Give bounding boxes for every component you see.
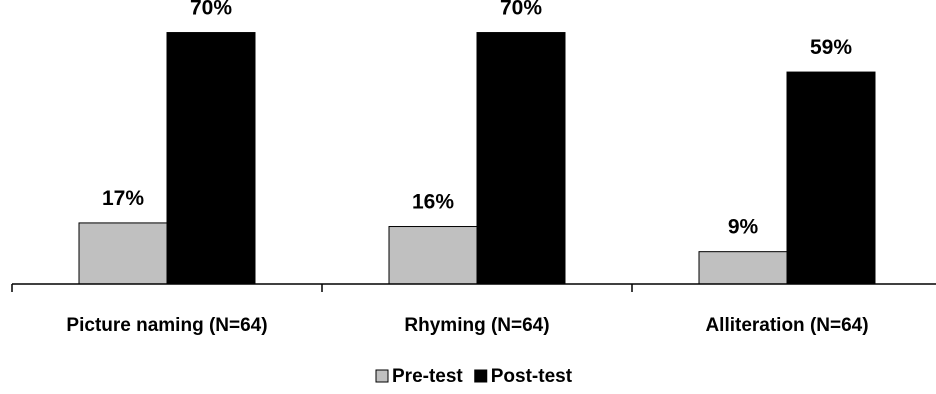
bar-post-test-2 [786,71,876,285]
legend-item-post-test: Post-test [474,366,573,387]
x-axis [11,283,936,292]
category-label: Picture naming (N=64) [66,315,267,336]
data-label: 70% [190,0,232,20]
bar-pre-test-0 [78,222,168,285]
data-label: 59% [810,36,852,59]
category-labels-layer: Picture naming (N=64) Rhyming (N=64) Allit… [66,315,868,336]
data-label: 17% [102,187,144,210]
legend-swatch [375,369,389,383]
category-label: Rhyming (N=64) [404,315,549,336]
bars-layer [78,32,876,285]
bar-pre-test-1 [388,226,478,285]
data-label: 16% [412,191,454,214]
legend-label: Post-test [491,366,573,387]
bar-post-test-0 [166,32,256,285]
data-labels-layer: 17% 70% 16% 70% 9% 59% [102,0,852,239]
data-label: 9% [728,216,759,239]
bar-pre-test-2 [698,251,788,285]
bar-post-test-1 [476,32,566,285]
data-label: 70% [500,0,542,20]
legend-swatch [474,369,488,383]
legend-item-pre-test: Pre-test [375,366,463,387]
legend-label: Pre-test [392,366,463,387]
legend: Pre-test Post-test [375,366,573,387]
category-label: Alliteration (N=64) [705,315,868,336]
